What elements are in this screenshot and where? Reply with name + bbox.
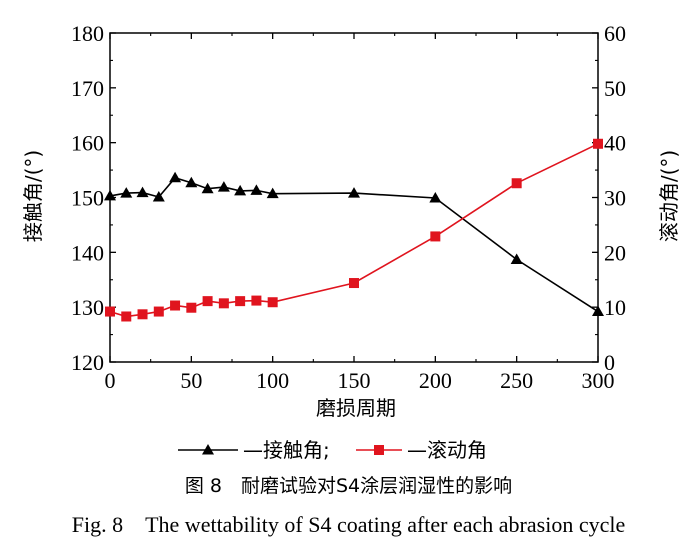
series-2-point <box>251 295 262 306</box>
series-2-point <box>235 296 246 307</box>
y-left-tick-label: 170 <box>71 76 104 101</box>
series-2-point <box>186 302 197 313</box>
y-left-tick-label: 160 <box>71 131 104 156</box>
chart: 0 50 100 150 200 250 300 120 130 140 150 160 170 180 0… <box>21 21 681 462</box>
series-2-point <box>593 138 603 149</box>
series-2-point <box>349 278 359 289</box>
series-1-point <box>250 184 263 195</box>
series-2-line <box>109 143 599 318</box>
figure-caption-zh: 图 8 耐磨试验对S4涂层润湿性的影响 <box>184 475 513 497</box>
legend-label-1: —接触角; <box>243 438 330 462</box>
series-1-point <box>120 187 133 198</box>
series-2-point <box>202 296 213 307</box>
series-1-point <box>169 171 182 183</box>
y-left-tick-label: 140 <box>71 240 104 265</box>
y-right-tick-label: 60 <box>604 21 626 46</box>
y-left-tick-label: 120 <box>71 350 104 375</box>
x-tick-label: 100 <box>256 368 289 393</box>
series-1-point <box>217 181 230 192</box>
x-tick-label: 300 <box>582 368 615 393</box>
x-tick-label: 50 <box>180 368 202 393</box>
y-right-tick-label: 0 <box>604 350 615 375</box>
series-layer <box>104 138 604 322</box>
y-left-tick-label: 130 <box>71 295 104 320</box>
y-right-tick-label: 50 <box>604 76 626 101</box>
series-2-point <box>170 300 181 311</box>
series-2-point <box>153 306 164 317</box>
axis-ticks: 0 50 100 150 200 250 300 120 130 140 150 160 170 180 0… <box>71 21 626 393</box>
series-1-point <box>136 186 149 198</box>
series-1-point <box>348 187 360 198</box>
series-1-point <box>266 187 279 199</box>
series-2-point <box>105 306 115 317</box>
series-1-point <box>104 189 116 201</box>
series-1-point <box>510 253 523 264</box>
y-right-tick-label: 40 <box>604 131 626 156</box>
series-2-point <box>218 298 229 309</box>
y-left-tick-label: 150 <box>71 186 104 211</box>
y-left-axis-label: 接触角/(°) <box>21 150 45 242</box>
series-1-point <box>201 182 214 194</box>
y-right-tick-label: 10 <box>604 295 626 320</box>
x-tick-label: 200 <box>419 368 452 393</box>
legend-marker-2 <box>374 445 384 455</box>
series-1-point <box>429 192 442 203</box>
series-2 <box>105 138 603 322</box>
series-1-point <box>592 305 604 317</box>
y-right-axis-label: 滚动角/(°) <box>657 150 681 242</box>
y-right-tick-label: 30 <box>604 186 626 211</box>
y-right-tick-label: 20 <box>604 240 626 265</box>
series-1-point <box>185 176 198 188</box>
legend-marker-1 <box>202 444 214 455</box>
legend-label-2: —滚动角 <box>407 438 487 462</box>
series-2-point <box>511 178 522 189</box>
series-1-point <box>152 190 165 202</box>
x-axis-label: 磨损周期 <box>316 396 396 420</box>
series-1-line <box>109 176 599 313</box>
legend: —接触角; —滚动角 <box>178 438 487 462</box>
series-2-point <box>121 311 132 322</box>
x-tick-label: 0 <box>105 368 116 393</box>
figure-caption-en: Fig. 8 The wettability of S4 coating aft… <box>71 512 626 537</box>
series-1-point <box>234 184 247 196</box>
series-2-point <box>137 309 148 320</box>
series-2-point <box>267 297 278 308</box>
series-2-point <box>430 231 441 242</box>
series-1 <box>104 171 604 317</box>
y-left-tick-label: 180 <box>71 21 104 46</box>
x-tick-label: 250 <box>500 368 533 393</box>
x-tick-label: 150 <box>338 368 371 393</box>
